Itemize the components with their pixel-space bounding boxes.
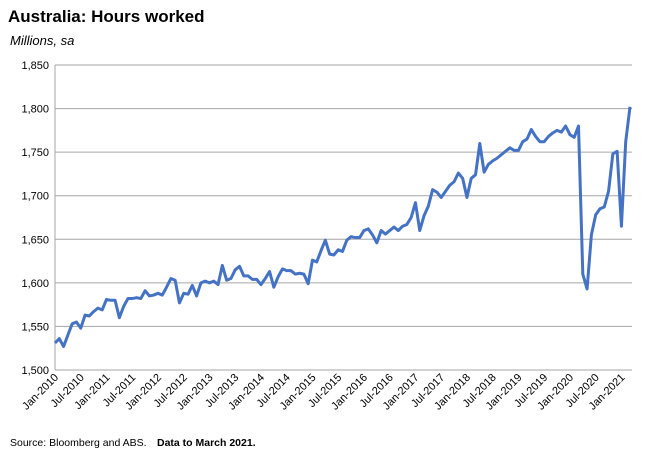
data-line: [53, 106, 632, 348]
chart-subtitle: Millions, sa: [10, 33, 74, 48]
note: Data to March 2021.: [157, 437, 256, 449]
source: Source: Bloomberg and ABS.: [10, 437, 147, 449]
y-tick-label: 1,750: [21, 147, 49, 159]
y-tick-label: 1,600: [21, 278, 49, 290]
y-tick-label: 1,650: [21, 234, 49, 246]
y-tick-label: 1,850: [21, 60, 49, 72]
y-tick-label: 1,800: [21, 104, 49, 116]
y-tick-label: 1,550: [21, 321, 49, 333]
chart-title: Australia: Hours worked: [8, 7, 205, 26]
y-tick-label: 1,700: [21, 191, 49, 203]
y-tick-label: 1,500: [21, 365, 49, 377]
